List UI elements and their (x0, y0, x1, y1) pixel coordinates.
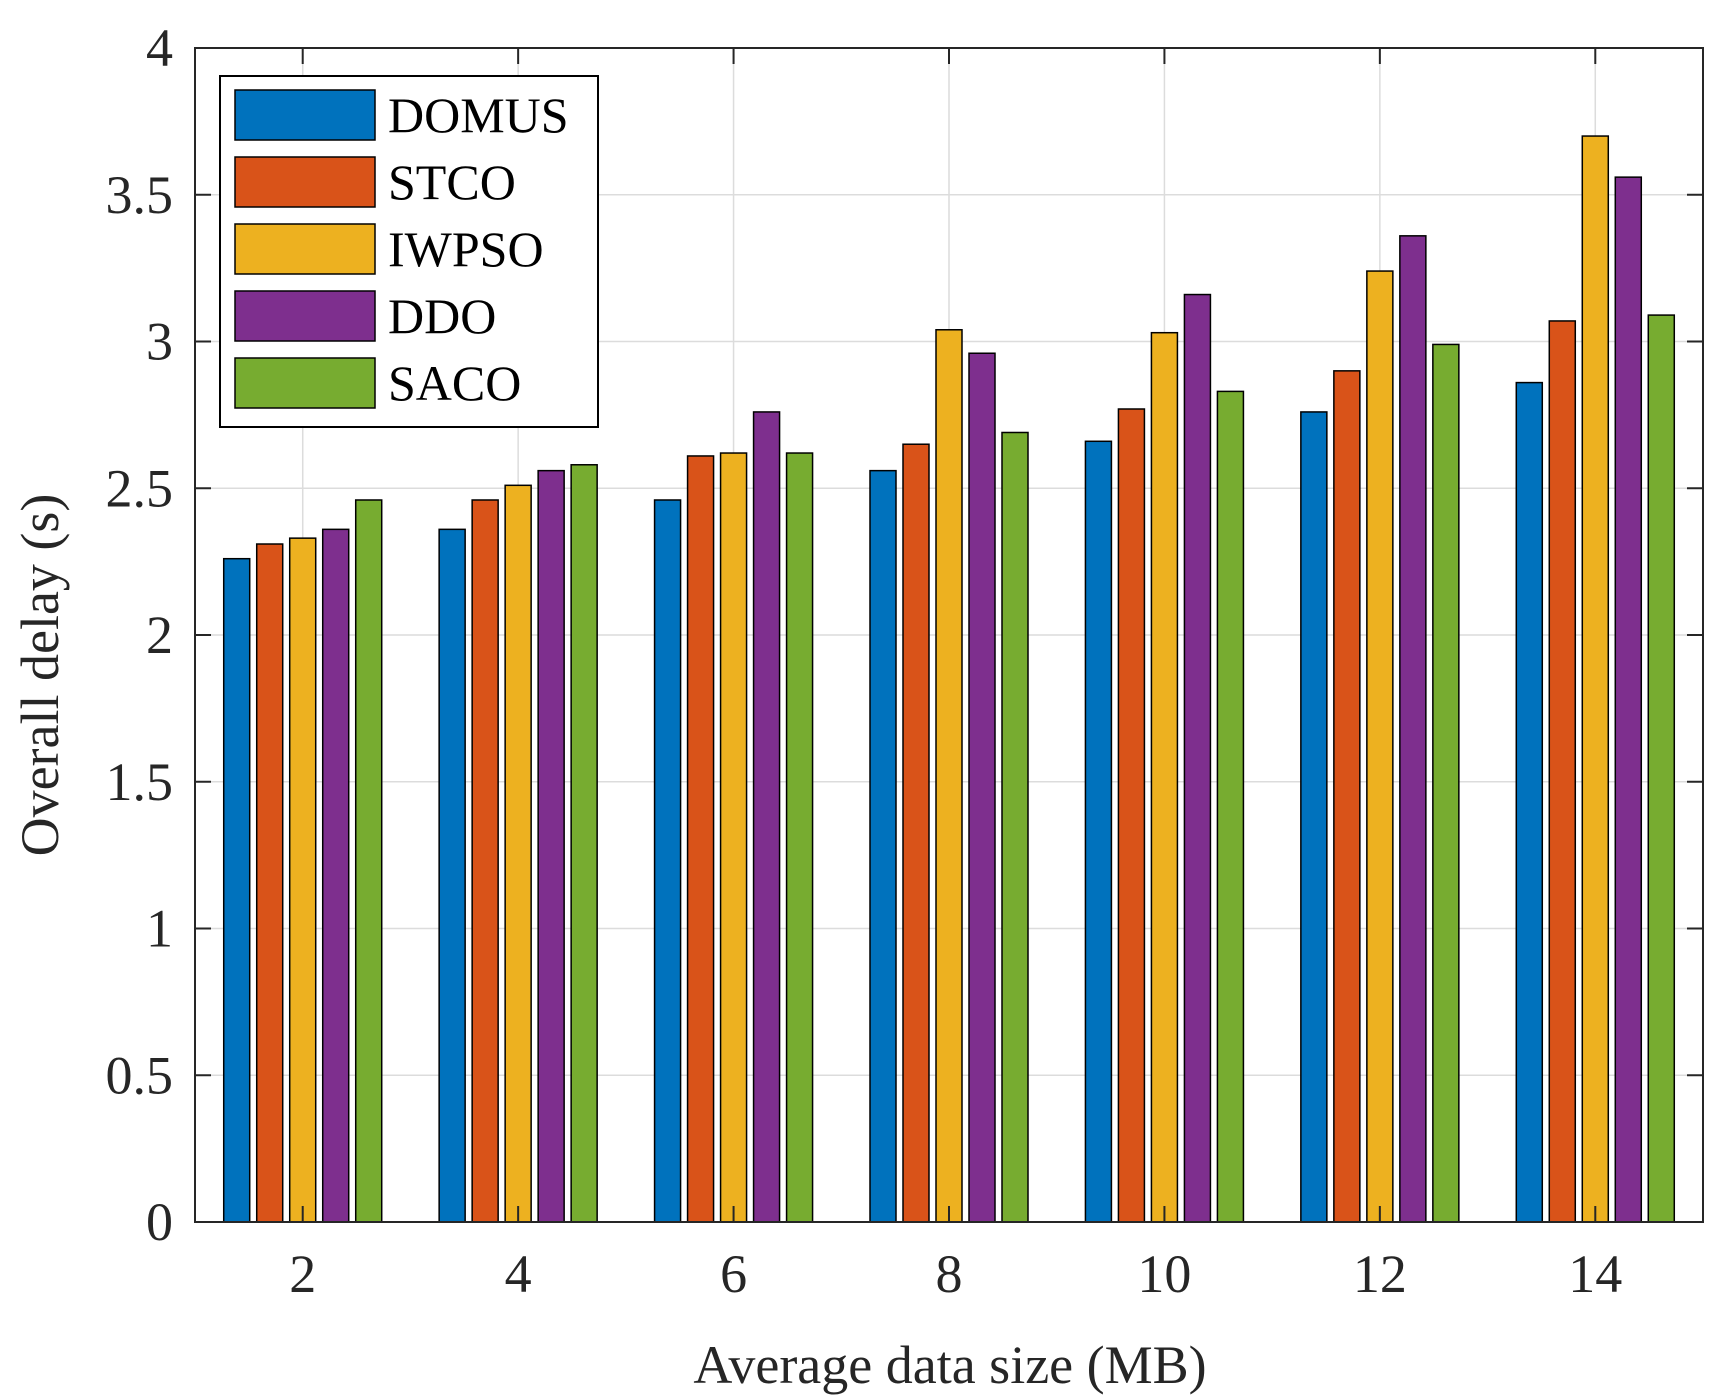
y-tick-label: 3.5 (106, 165, 174, 225)
y-tick-label: 3 (146, 312, 173, 372)
bar-ddo-12 (1399, 235, 1427, 1223)
bar-ddo-14 (1614, 176, 1643, 1223)
bar-ddo-8 (968, 352, 996, 1223)
legend-swatch-domus (234, 89, 376, 141)
bar-domus-6 (653, 499, 682, 1223)
bar-iwpso-6 (719, 452, 748, 1223)
legend: DOMUS STCO IWPSO DDO SACO (219, 75, 599, 428)
bar-stco-8 (902, 443, 930, 1223)
legend-swatch-stco (234, 156, 376, 208)
x-tick-label: 4 (505, 1244, 532, 1304)
legend-label-domus: DOMUS (388, 87, 569, 143)
bar-saco-8 (1001, 431, 1029, 1223)
bar-domus-10 (1084, 440, 1113, 1223)
bar-saco-14 (1647, 314, 1676, 1223)
bar-ddo-4 (537, 469, 565, 1223)
bar-iwpso-8 (935, 329, 963, 1223)
x-tick-label: 6 (720, 1244, 747, 1304)
legend-swatch-ddo (234, 290, 376, 342)
bars (222, 135, 1676, 1223)
legend-label-stco: STCO (388, 154, 516, 210)
x-tick-label: 2 (289, 1244, 316, 1304)
bar-iwpso-2 (288, 537, 317, 1223)
bar-ddo-10 (1183, 293, 1212, 1223)
bar-stco-14 (1548, 320, 1577, 1223)
bar-domus-2 (222, 557, 251, 1223)
bar-domus-4 (438, 528, 466, 1223)
x-axis-label: Average data size (MB) (693, 1335, 1206, 1395)
legend-swatch-saco (234, 357, 376, 409)
bar-iwpso-4 (504, 484, 532, 1223)
y-tick-label: 2.5 (106, 458, 174, 518)
y-tick-label: 4 (146, 18, 173, 78)
y-tick-label: 1 (146, 899, 173, 959)
bar-saco-12 (1432, 343, 1460, 1223)
x-tick-label: 8 (936, 1244, 963, 1304)
legend-swatch-iwpso (234, 223, 376, 275)
bar-domus-14 (1515, 381, 1544, 1223)
legend-label-iwpso: IWPSO (388, 221, 544, 277)
axes: 0 0.5 1 1.5 2 2.5 3 3.5 4 2 4 6 8 10 12 14 (106, 18, 1704, 1304)
bar-stco-10 (1117, 408, 1146, 1223)
bar-saco-2 (354, 499, 383, 1223)
bar-stco-4 (471, 499, 499, 1223)
legend-label-saco: SACO (388, 355, 521, 411)
bar-ddo-2 (321, 528, 350, 1223)
plot-frame (194, 47, 1704, 1223)
bar-saco-10 (1216, 390, 1245, 1223)
y-tick-label: 0 (146, 1192, 173, 1252)
legend-label-ddo: DDO (388, 288, 496, 344)
bar-domus-8 (869, 469, 897, 1223)
y-tick-label: 1.5 (106, 752, 174, 812)
y-axis-label: Overall delay (s) (10, 494, 70, 857)
bar-iwpso-12 (1366, 270, 1394, 1223)
bar-saco-6 (785, 452, 814, 1223)
bar-iwpso-10 (1150, 331, 1179, 1223)
x-tick-label: 10 (1137, 1244, 1191, 1304)
x-tick-label: 14 (1568, 1244, 1622, 1304)
x-tick-label: 12 (1353, 1244, 1407, 1304)
y-tick-label: 2 (146, 605, 173, 665)
bar-ddo-6 (752, 411, 781, 1223)
bar-iwpso-14 (1581, 135, 1610, 1223)
bar-domus-12 (1300, 411, 1328, 1223)
y-tick-label: 0.5 (106, 1045, 174, 1105)
bar-stco-6 (686, 455, 715, 1223)
bar-saco-4 (570, 464, 598, 1223)
bar-stco-12 (1333, 370, 1361, 1223)
bar-stco-2 (255, 543, 284, 1223)
